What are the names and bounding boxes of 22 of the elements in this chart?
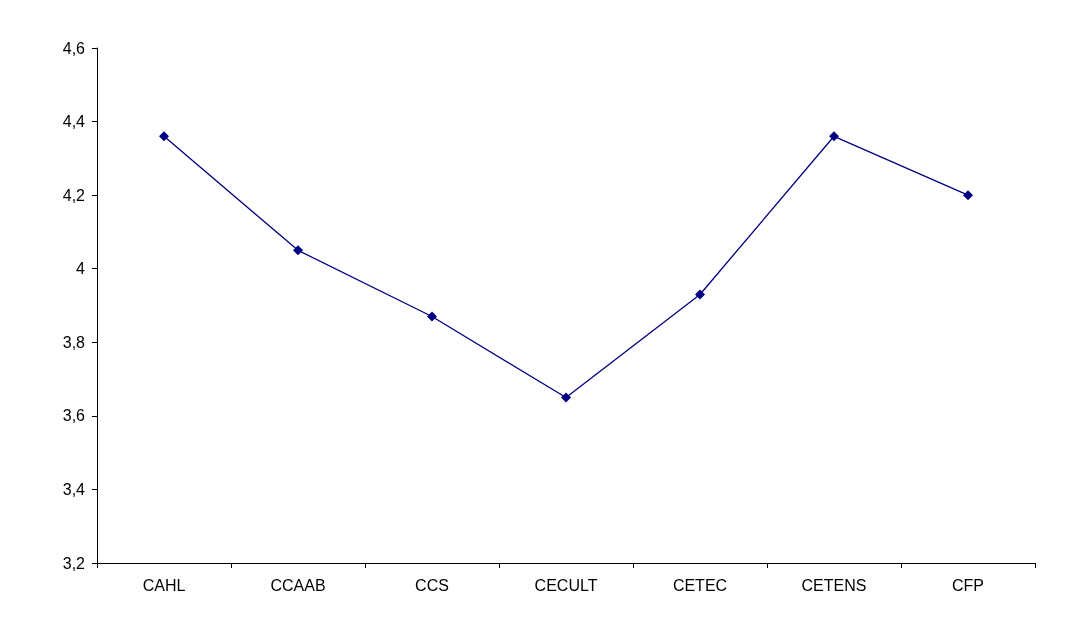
point <box>293 245 303 256</box>
y-tick-label: 4,2 <box>62 186 86 204</box>
x-tick-label: CFP <box>952 576 984 594</box>
y-tick-label: 4,4 <box>62 113 86 131</box>
x-tick-label: CETENS <box>801 576 867 594</box>
x-tick-label: CCS <box>415 576 449 594</box>
point <box>695 289 705 300</box>
x-tick-label: CECULT <box>534 576 598 594</box>
point <box>561 392 571 403</box>
point <box>427 311 437 322</box>
y-tick-label: 3,4 <box>62 480 86 498</box>
y-tick-label: 4 <box>76 260 86 278</box>
x-tick-label: CCAAB <box>270 576 326 594</box>
x-tick-label: CETEC <box>672 576 728 594</box>
y-tick-label: 4,6 <box>62 39 86 57</box>
y-tick-label: 3,8 <box>62 333 86 351</box>
point <box>159 131 169 142</box>
point <box>963 190 973 201</box>
x-tick-label: CAHL <box>142 576 186 594</box>
point <box>829 131 839 142</box>
y-tick-label: 3,6 <box>62 407 86 425</box>
y-tick-label: 3,2 <box>62 554 86 572</box>
